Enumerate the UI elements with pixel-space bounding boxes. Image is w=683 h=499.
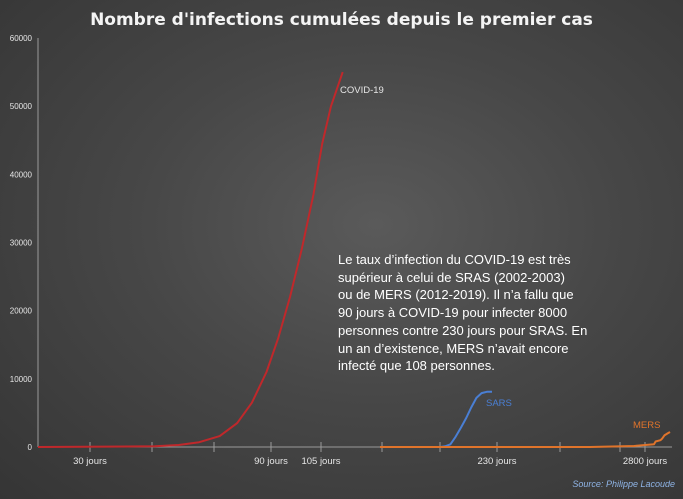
annotation-line: un an d’existence, MERS n’avait encore — [338, 340, 569, 356]
series-labels: COVID-19 SARS MERS — [340, 85, 660, 431]
series-label-sars: SARS — [486, 398, 512, 409]
series-lines — [37, 71, 671, 448]
x-tick-label: 105 jours — [301, 456, 340, 467]
annotation-line: supérieur à celui de SRAS (2002-2003) — [338, 269, 565, 285]
x-tick-label: 90 jours — [254, 456, 288, 467]
source-credit: Source: Philippe Lacoude — [572, 479, 675, 489]
y-tick-label: 40000 — [10, 170, 33, 179]
annotation-line: Le taux d’infection du COVID-19 est très — [338, 252, 571, 267]
y-tick-label: 10000 — [10, 375, 33, 384]
series-line-mers — [380, 431, 671, 448]
x-tick-label: 2800 jours — [623, 456, 668, 467]
y-axis: 0 10000 20000 30000 40000 50000 60000 — [10, 34, 39, 452]
y-tick-label: 20000 — [10, 307, 33, 316]
y-tick-label: 0 — [28, 443, 33, 452]
y-tick-label: 60000 — [10, 34, 33, 43]
annotation-text: Le taux d’infection du COVID-19 est très… — [338, 251, 668, 375]
annotation-line: infecté que 108 personnes. — [338, 358, 495, 374]
x-tick-label: 230 jours — [477, 456, 516, 467]
series-line-covid-19 — [37, 71, 344, 448]
annotation-line: personnes contre 230 jours pour SRAS. En — [338, 322, 588, 338]
series-label-covid-19: COVID-19 — [340, 85, 384, 96]
annotation-line: 90 jours à COVID-19 pour infecter 8000 — [338, 305, 568, 321]
annotation-line: ou de MERS (2012-2019). Il n’a fallu que — [338, 287, 574, 303]
x-tick-label: 30 jours — [73, 456, 107, 467]
series-label-mers: MERS — [633, 420, 660, 431]
series-line-sars — [380, 390, 492, 448]
y-tick-label: 50000 — [10, 102, 33, 111]
x-axis: 30 jours 90 jours 105 jours 230 jours 2800 j… — [38, 442, 672, 467]
y-tick-label: 30000 — [10, 239, 33, 248]
chart-title: Nombre d'infections cumulées depuis le p… — [90, 10, 593, 30]
